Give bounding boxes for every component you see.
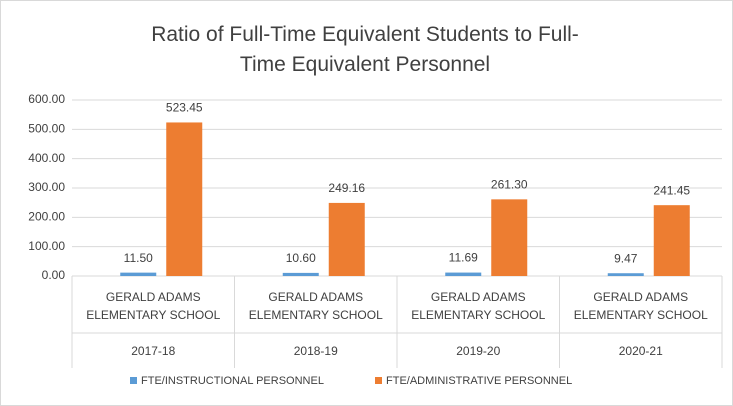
category-group-label: 2018-19 [294,344,338,358]
bar [607,273,644,276]
bar [653,205,690,276]
bar [282,272,319,276]
bar [491,199,528,276]
category-group-label: 2017-18 [131,344,175,358]
data-label: 11.50 [124,251,153,265]
legend-label: FTE/ADMINISTRATIVE PERSONNEL [386,375,572,387]
data-label: 10.60 [286,251,316,265]
data-label: 11.69 [449,251,478,265]
category-group-label: 2019-20 [456,344,500,358]
data-label: 523.45 [166,101,203,115]
y-tick-label: 400.00 [28,151,65,165]
y-tick-label: 0.00 [42,268,66,282]
legend-swatch [130,377,137,384]
y-tick-label: 200.00 [28,210,65,224]
bar [328,202,365,276]
y-tick-label: 600.00 [28,92,65,106]
y-tick-label: 500.00 [28,122,65,136]
bar [445,272,482,276]
y-tick-label: 300.00 [28,180,65,194]
data-label: 261.30 [491,178,528,192]
category-group-label: 2020-21 [619,344,663,358]
legend-label: FTE/INSTRUCTIONAL PERSONNEL [141,375,324,387]
category-label: GERALD ADAMS ELEMENTARY SCHOOL [411,290,546,322]
chart-title: Ratio of Full-Time Equivalent Students t… [151,23,579,76]
category-label: GERALD ADAMS ELEMENTARY SCHOOL [573,290,708,322]
data-label: 9.47 [614,251,638,265]
category-label: GERALD ADAMS ELEMENTARY SCHOOL [248,290,383,322]
category-label: GERALD ADAMS ELEMENTARY SCHOOL [86,290,221,322]
bar [120,272,157,276]
y-tick-label: 100.00 [28,239,65,253]
bar [166,122,203,276]
data-label: 241.45 [653,183,690,197]
legend-swatch [375,377,382,384]
data-label: 249.16 [328,181,365,195]
